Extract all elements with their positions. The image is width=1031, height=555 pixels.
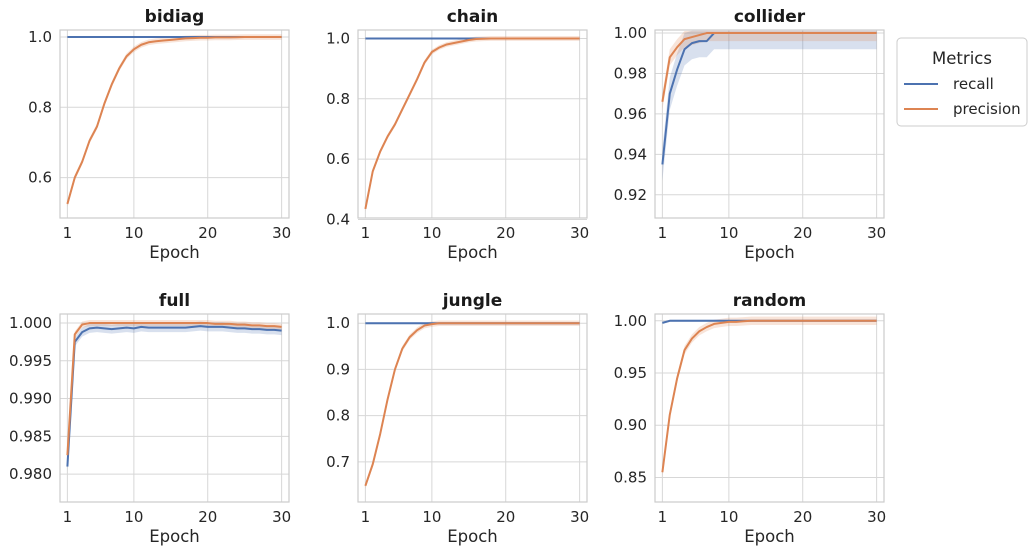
subplot-title: bidiag: [145, 7, 205, 27]
x-tick-label: 10: [422, 224, 441, 242]
x-tick-label: 20: [496, 224, 515, 242]
x-tick-label: 10: [422, 508, 441, 526]
y-tick-label: 0.985: [9, 427, 52, 445]
y-tick-label: 0.4: [326, 211, 350, 229]
y-tick-label: 0.9: [326, 360, 350, 378]
x-tick-label: 10: [719, 508, 738, 526]
series-line-precision: [66, 322, 282, 456]
y-tick-label: 0.990: [9, 390, 52, 408]
subplot-jungle: jungle 1 10 20 30 0.7 0.8 0.9 1.0 Epoch: [326, 291, 589, 546]
y-tick-label: 0.85: [614, 468, 647, 486]
subplot-title: jungle: [442, 291, 503, 311]
x-tick-label: 10: [719, 224, 738, 242]
x-tick-label: 30: [272, 224, 291, 242]
x-tick-label: 1: [63, 224, 73, 242]
x-axis-label: Epoch: [744, 243, 795, 262]
x-tick-label: 10: [124, 508, 143, 526]
y-tick-label: 0.8: [326, 407, 350, 425]
subplot-title: random: [733, 291, 807, 311]
series-line-recall: [66, 325, 282, 467]
subplot-chain: chain 1 10 20 30 0.4 0.6 0.8 1.0 Epoch: [326, 7, 589, 262]
y-tick-label: 0.92: [614, 186, 647, 204]
y-tick-label: 1.00: [614, 312, 647, 330]
y-tick-label: 0.995: [9, 352, 52, 370]
x-axis-label: Epoch: [447, 527, 498, 546]
axes-frame: [357, 29, 588, 219]
series-line-precision: [66, 36, 282, 205]
x-tick-label: 30: [272, 508, 291, 526]
series-line-precision: [364, 322, 580, 487]
x-tick-label: 20: [793, 508, 812, 526]
subplots-grid: bidiag 1 10 20 30 0.6 0.8 1.0 Epoch chain 1 10 20 30 0…: [9, 7, 886, 546]
confidence-band-recall: [67, 321, 282, 472]
x-tick-label: 20: [198, 224, 217, 242]
subplot-title: full: [159, 291, 190, 311]
x-axis-label: Epoch: [149, 527, 200, 546]
y-tick-label: 0.6: [326, 150, 350, 168]
x-tick-label: 20: [793, 224, 812, 242]
y-tick-label: 0.98: [614, 64, 647, 82]
subplot-title: collider: [734, 7, 806, 27]
legend-frame: [896, 37, 1028, 127]
legend: Metrics recall precision: [896, 37, 1028, 127]
confidence-band-precision: [365, 36, 580, 212]
y-tick-label: 0.8: [326, 90, 350, 108]
y-tick-label: 0.8: [28, 98, 52, 116]
x-tick-label: 10: [124, 224, 143, 242]
series-line-precision: [364, 37, 580, 210]
series-line-precision: [661, 32, 877, 102]
y-tick-label: 1.0: [28, 28, 52, 46]
x-tick-label: 30: [570, 224, 589, 242]
x-tick-label: 1: [658, 508, 668, 526]
y-tick-label: 1.0: [326, 29, 350, 47]
subplot-title: chain: [447, 7, 499, 27]
x-tick-label: 30: [867, 508, 886, 526]
confidence-band-precision: [662, 316, 877, 477]
legend-label-recall: recall: [953, 75, 994, 93]
y-tick-label: 0.7: [326, 453, 350, 471]
legend-title: Metrics: [932, 49, 992, 68]
y-tick-label: 1.000: [9, 314, 52, 332]
x-tick-label: 30: [867, 224, 886, 242]
x-tick-label: 30: [570, 508, 589, 526]
y-tick-label: 0.6: [28, 169, 52, 187]
x-tick-label: 1: [361, 224, 371, 242]
axes-frame: [357, 313, 588, 503]
series-line-precision: [661, 319, 877, 473]
x-tick-label: 20: [198, 508, 217, 526]
x-tick-label: 1: [63, 508, 73, 526]
x-tick-label: 20: [496, 508, 515, 526]
y-tick-label: 0.90: [614, 416, 647, 434]
y-tick-label: 0.96: [614, 105, 647, 123]
subplot-bidiag: bidiag 1 10 20 30 0.6 0.8 1.0 Epoch: [28, 7, 291, 262]
y-tick-label: 0.980: [9, 465, 52, 483]
y-tick-label: 1.0: [326, 314, 350, 332]
x-axis-label: Epoch: [447, 243, 498, 262]
subplot-collider: collider 1 10 20 30 0.92 0.94 0.96 0.98 1.00 Epoch: [614, 7, 887, 262]
confidence-band-precision: [365, 320, 580, 489]
subplot-random: random 1 10 20 30 0.85 0.90 0.95 1.00 Epoch: [614, 291, 887, 546]
axes-frame: [59, 29, 290, 219]
y-tick-label: 0.94: [614, 145, 647, 163]
x-tick-label: 1: [361, 508, 371, 526]
confidence-band-precision: [67, 320, 282, 459]
subplot-full: full 1 10 20 30 0.980 0.985 0.990 0.995 1.000 Epoc…: [9, 291, 291, 546]
x-axis-label: Epoch: [744, 527, 795, 546]
confidence-band-recall: [662, 30, 877, 181]
legend-label-precision: precision: [953, 100, 1021, 118]
axes-frame: [654, 313, 885, 503]
x-axis-label: Epoch: [149, 243, 200, 262]
x-tick-label: 1: [658, 224, 668, 242]
y-tick-label: 1.00: [614, 24, 647, 42]
axes-frame: [59, 313, 290, 503]
axes-frame: [654, 29, 885, 219]
y-tick-label: 0.95: [614, 364, 647, 382]
